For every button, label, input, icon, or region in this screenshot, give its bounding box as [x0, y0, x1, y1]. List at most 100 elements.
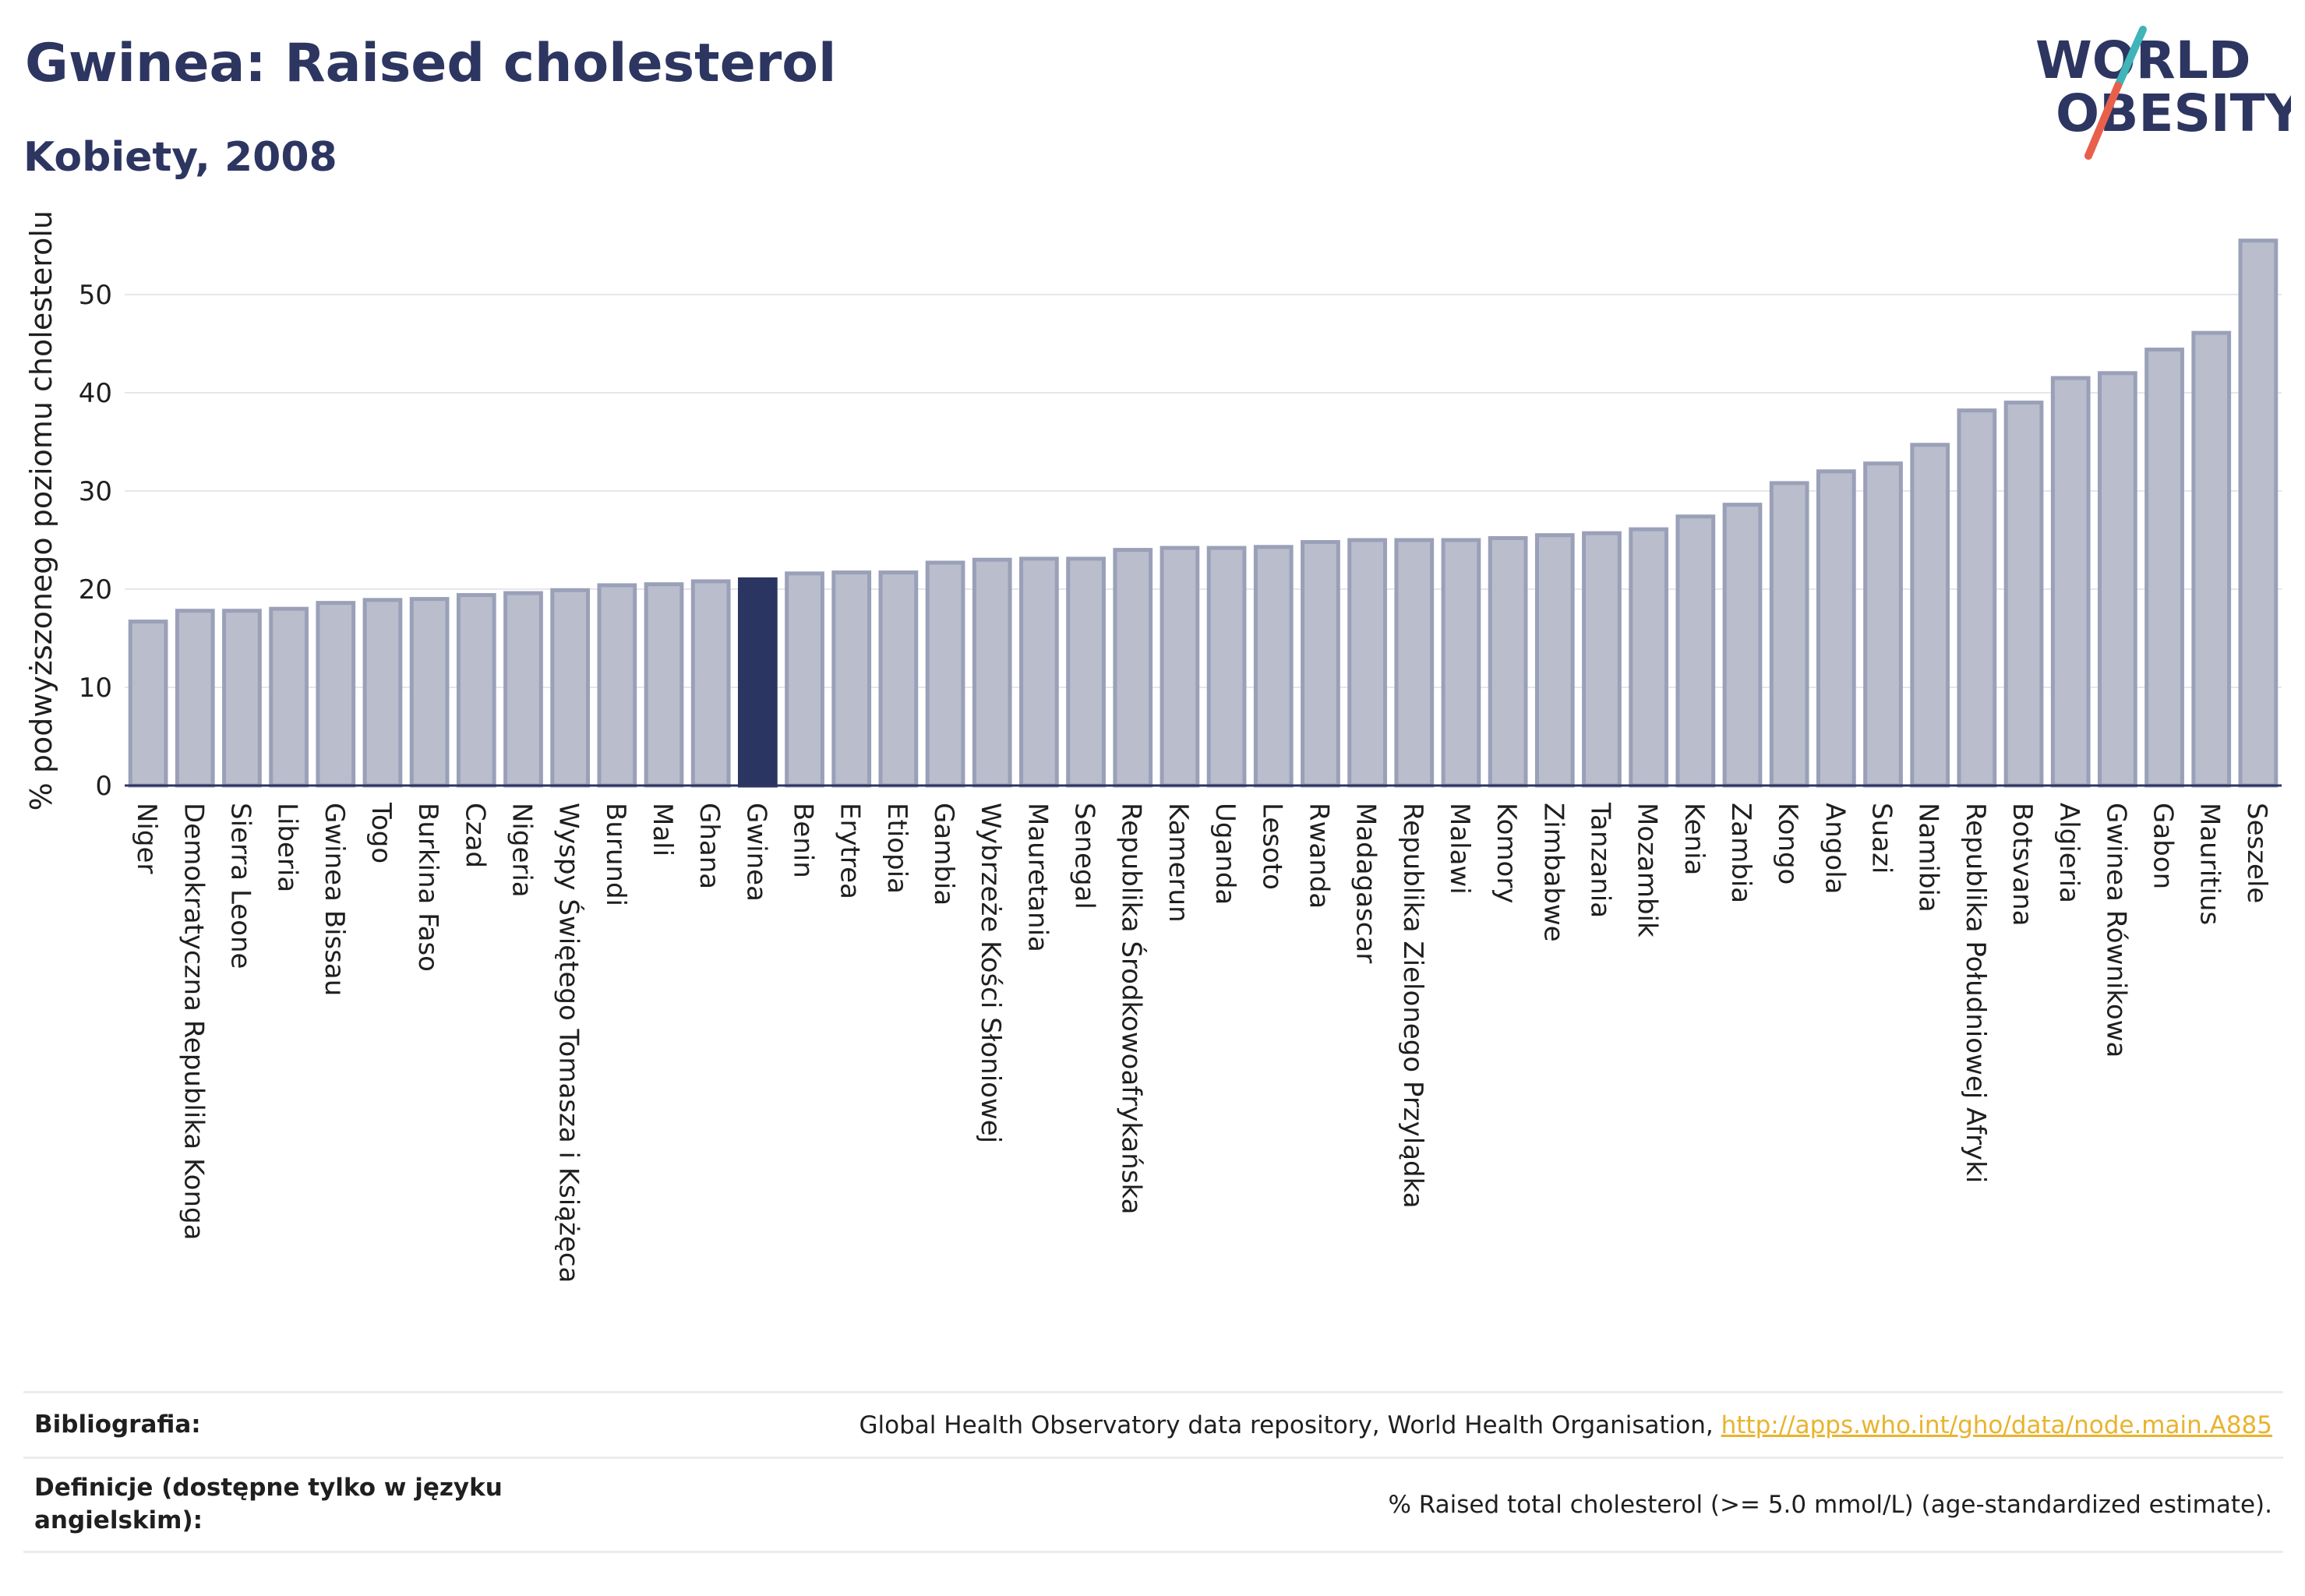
bar [456, 593, 496, 788]
x-tick-label: Suazi [1866, 803, 1897, 874]
x-tick-label: Namibia [1913, 803, 1944, 913]
x-tick-label: Kongo [1772, 803, 1803, 885]
x-tick-label: Republika Zielonego Przylądka [1397, 803, 1428, 1209]
bar [785, 571, 824, 788]
bar [1863, 461, 1903, 788]
x-tick-label: Gabon [2148, 803, 2179, 889]
x-tick-label: Republika Południowej Afryki [1960, 803, 1991, 1183]
x-tick-label: Tanzania [1584, 802, 1615, 918]
x-tick-label: Botsvana [2007, 803, 2038, 927]
bar [2191, 330, 2232, 788]
x-tick-label: Zimbabwe [1537, 803, 1569, 942]
y-tick-label: 40 [79, 378, 112, 409]
y-tick-label: 10 [79, 673, 112, 704]
definitions-label: Definicje (dostępne tylko w języku angie… [34, 1474, 503, 1534]
bar [2098, 371, 2137, 788]
x-tick-label: Algieria [2053, 803, 2084, 903]
bar-highlight [737, 577, 778, 788]
x-tick-label: Gambia [928, 803, 959, 906]
bar [1816, 469, 1856, 788]
bar [1160, 546, 1200, 788]
bar [1534, 533, 1575, 788]
bibliography-link[interactable]: http://apps.who.int/gho/data/node.main.A… [1721, 1411, 2272, 1439]
bar [878, 570, 919, 788]
bar [2238, 238, 2279, 788]
page-title: Gwinea: Raised cholesterol [25, 33, 837, 94]
bar [362, 598, 403, 788]
x-tick-label: Uganda [1209, 803, 1241, 905]
x-tick-label: Gwinea [740, 803, 771, 902]
y-tick-label: 50 [79, 280, 112, 311]
y-tick-label: 30 [79, 476, 112, 507]
x-tick-label: Mauretania [1022, 803, 1053, 952]
x-tick-label: Wyspy Świętego Tomasza i Książęca [553, 803, 585, 1283]
x-tick-label: Nigeria [506, 803, 537, 898]
x-tick-label: Kamerun [1163, 803, 1194, 923]
definitions-row: Definicje (dostępne tylko w języku angie… [23, 1457, 2283, 1553]
bar [550, 588, 591, 788]
definitions-value: % Raised total cholesterol (>= 5.0 mmol/… [1388, 1491, 2272, 1519]
x-tick-label: Mali [647, 803, 678, 856]
bar [2144, 348, 2184, 788]
bar [503, 591, 543, 788]
bibliography-text: Global Health Observatory data repositor… [859, 1411, 1721, 1439]
bibliography-value: Global Health Observatory data repositor… [860, 1411, 2272, 1439]
bar [1113, 548, 1153, 788]
x-tick-label: Kenia [1678, 803, 1710, 875]
x-tick-label: Gwinea Równikowa [2100, 803, 2131, 1058]
x-tick-label: Liberia [272, 803, 303, 892]
x-tick-label: Malawi [1444, 803, 1475, 895]
bar [1347, 538, 1387, 788]
x-tick-label: Angola [1819, 803, 1850, 894]
bar [972, 557, 1012, 788]
x-tick-label: Mozambik [1632, 803, 1663, 937]
x-tick-label: Etiopia [881, 803, 912, 894]
bar [690, 579, 731, 788]
x-tick-label: Senegal [1069, 803, 1100, 909]
logo-line1: WORLD [2035, 30, 2251, 90]
bar [1675, 514, 1716, 788]
bar [1629, 527, 1669, 788]
bar [1394, 538, 1435, 788]
x-tick-label: Sierra Leone [224, 803, 256, 969]
x-tick-label: Ghana [694, 803, 725, 889]
x-tick-label: Burkina Faso [412, 803, 443, 972]
bar [269, 606, 309, 788]
bar [1441, 538, 1481, 788]
references-table: Bibliografia: Global Health Observatory … [23, 1391, 2283, 1553]
x-tick-label: Rwanda [1303, 803, 1334, 909]
x-tick-label: Erytrea [835, 803, 866, 899]
x-tick-label: Burundi [600, 803, 631, 906]
bar [597, 583, 637, 788]
x-tick-label: Czad [459, 803, 490, 868]
bar [1722, 503, 1763, 788]
x-tick-label: Benin [788, 803, 819, 878]
bar [409, 597, 450, 788]
bar [1206, 546, 1247, 788]
x-tick-label: Wybrzeże Kości Słoniowej [975, 803, 1006, 1143]
bar [1066, 556, 1106, 788]
x-tick-label: Gwinea Bissau [319, 803, 350, 996]
world-obesity-logo: WORLD OBESITY [2035, 26, 2291, 160]
bar [175, 609, 215, 788]
y-axis-label: % podwyższonego poziomu cholesterolu [24, 210, 58, 810]
y-tick-label: 0 [95, 771, 112, 802]
bibliography-row: Bibliografia: Global Health Observatory … [23, 1391, 2283, 1457]
bar [1488, 535, 1528, 788]
bar [1019, 556, 1059, 788]
x-tick-label: Lesoto [1256, 803, 1287, 890]
logo-slash-red [2084, 82, 2122, 160]
bibliography-label: Bibliografia: [34, 1410, 201, 1439]
bar [1582, 531, 1622, 788]
bar [316, 601, 356, 788]
x-tick-label: Komory [1491, 803, 1522, 903]
bar [222, 609, 262, 788]
x-tick-label: Madagascar [1350, 803, 1382, 963]
bar [1910, 443, 1950, 788]
bar [1769, 481, 1809, 788]
bar [644, 582, 684, 788]
logo-slash-teal [2114, 26, 2147, 90]
x-tick-label: Niger [131, 803, 162, 874]
x-tick-label: Seszele [2241, 803, 2272, 903]
bar [1301, 540, 1340, 788]
